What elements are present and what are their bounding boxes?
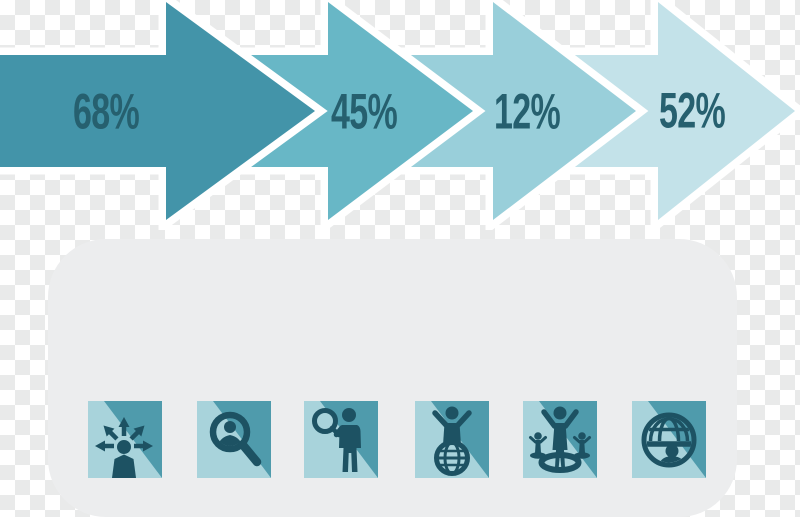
icon-tile-5 — [523, 401, 597, 478]
arrow-1-label: 68% — [72, 83, 140, 140]
icon-panel — [48, 239, 737, 517]
person-radiating-arrows-icon — [95, 417, 153, 478]
arrow-2-label: 45% — [330, 83, 398, 140]
person-on-globe-icon — [432, 406, 472, 476]
arrow-band — [0, 0, 800, 230]
team-leader-icon — [528, 406, 592, 473]
search-person-icon — [209, 411, 262, 467]
arrow-1-shape — [0, 0, 328, 230]
icon-tile-4 — [415, 401, 489, 478]
icon-tile-6 — [632, 401, 706, 478]
globe-user-icon — [641, 412, 697, 468]
arrow-4-label: 52% — [658, 82, 726, 139]
icon-tile-1 — [88, 401, 162, 478]
icon-tile-3 — [304, 401, 378, 478]
person-holding-magnifier-icon — [312, 408, 361, 472]
arrow-3-label: 12% — [493, 83, 561, 140]
icon-tile-2 — [197, 401, 271, 478]
